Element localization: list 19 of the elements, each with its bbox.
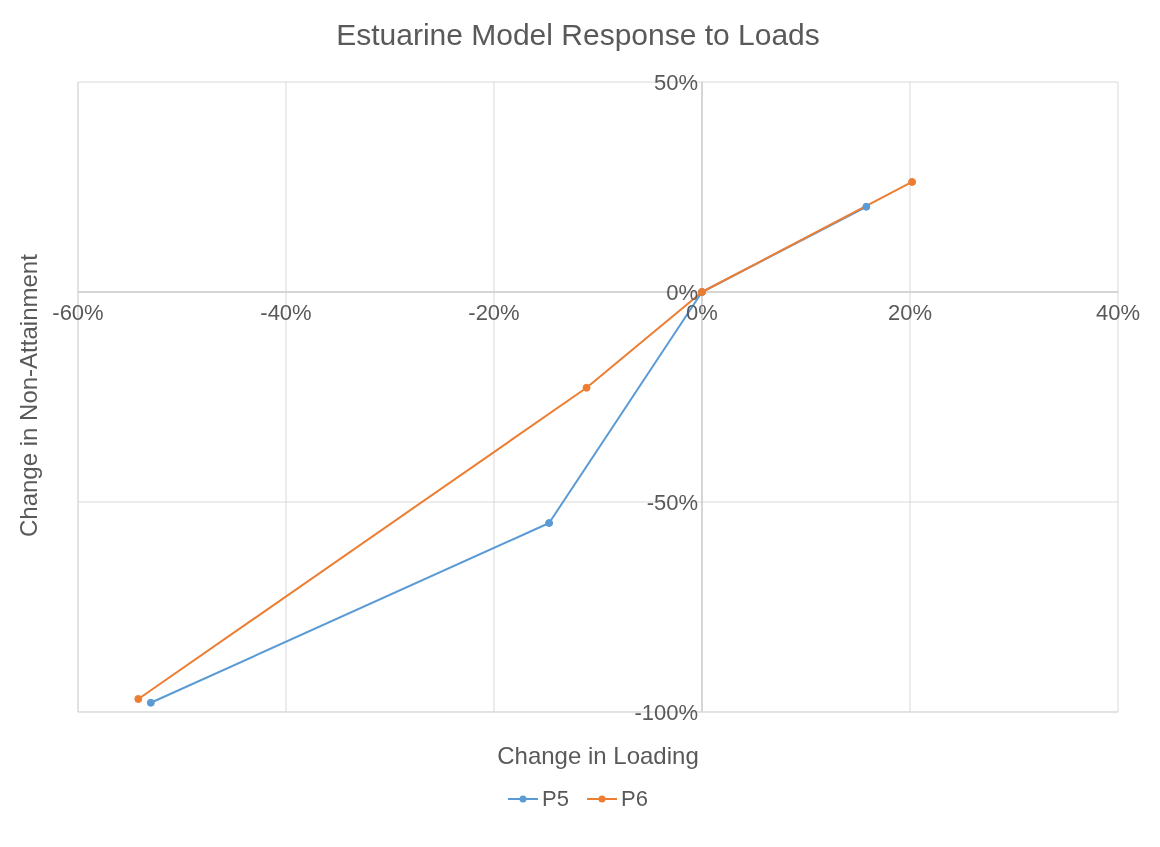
y-tick-label: -100% xyxy=(634,700,698,725)
legend-label: P5 xyxy=(542,786,569,812)
point xyxy=(146,698,155,707)
point xyxy=(545,519,554,527)
x-tick-label: -20% xyxy=(468,300,520,325)
y-tick-label: -50% xyxy=(646,490,698,515)
legend-label: P6 xyxy=(621,786,648,812)
x-tick-label: -60% xyxy=(52,300,104,325)
point xyxy=(134,694,143,703)
y-tick-label: 50% xyxy=(653,70,698,95)
x-axis-title: Change in Loading xyxy=(497,742,699,769)
x-tick-label: 20% xyxy=(887,300,933,325)
point xyxy=(862,202,871,211)
point xyxy=(908,177,917,186)
y-axis-title: Change in Non-Attainment xyxy=(14,253,42,537)
x-tick-label: -40% xyxy=(260,300,312,325)
chart-title: Estuarine Model Response to Loads xyxy=(335,18,821,52)
x-tick-label: 40% xyxy=(1095,300,1141,325)
point xyxy=(582,383,591,392)
